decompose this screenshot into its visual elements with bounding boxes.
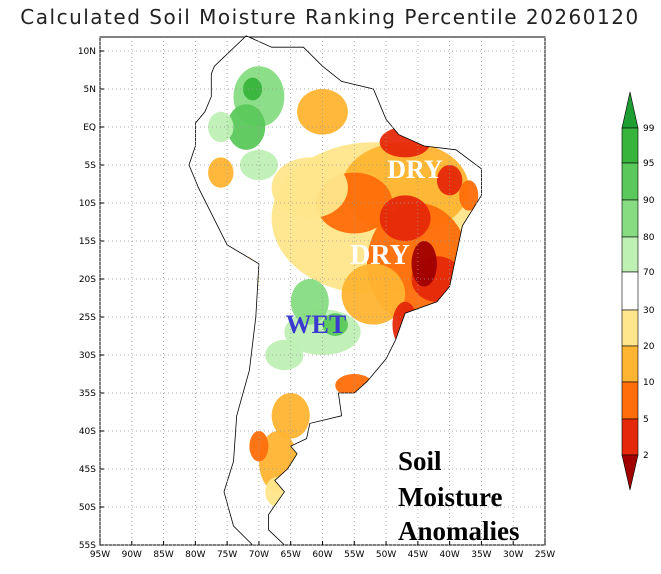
anomaly-patch bbox=[379, 195, 431, 241]
lat-label: 40S bbox=[79, 427, 96, 437]
grid: 10N5NEQ5S10S15S20S25S30S35S40S45S50S55S9… bbox=[78, 37, 555, 560]
lon-label: 55W bbox=[344, 550, 364, 560]
lat-label: 20S bbox=[79, 275, 96, 285]
lon-label: 45W bbox=[408, 550, 428, 560]
anomaly-patch bbox=[271, 393, 310, 439]
lat-label: 5S bbox=[85, 161, 97, 171]
anomaly-patch bbox=[322, 313, 348, 336]
coastline bbox=[188, 35, 482, 546]
lat-label: 10N bbox=[78, 47, 96, 57]
anomaly-patch bbox=[271, 157, 348, 219]
colorbar-cap bbox=[621, 454, 639, 491]
colorbar-label: 90 bbox=[643, 196, 655, 206]
lat-label: 35S bbox=[79, 389, 96, 399]
anomaly-patch bbox=[297, 89, 348, 135]
anomaly-patch bbox=[290, 279, 329, 325]
anomaly-patch bbox=[249, 431, 269, 462]
annotation-wet: WET bbox=[286, 310, 347, 339]
anomaly-patch bbox=[436, 165, 463, 196]
colorbar-label: 30 bbox=[643, 306, 655, 316]
anomaly-patch bbox=[411, 240, 437, 287]
colorbar: 99 95 90 80 70 30 20 10 5 2 bbox=[621, 91, 655, 491]
colorbar-label: 2 bbox=[643, 451, 649, 461]
colorbar-label: 5 bbox=[643, 415, 649, 425]
anomaly-patch bbox=[459, 180, 479, 211]
lat-label: 10S bbox=[79, 199, 96, 209]
lat-label: 5N bbox=[84, 85, 96, 95]
legend-text: Soil bbox=[398, 446, 442, 476]
colorbar-cap bbox=[621, 91, 639, 129]
colorbar-segment bbox=[621, 381, 639, 420]
annotation-dry: DRY bbox=[387, 155, 443, 184]
legend-text: Moisture bbox=[398, 482, 502, 512]
colorbar-segment bbox=[621, 162, 639, 201]
lon-label: 95W bbox=[90, 550, 110, 560]
lon-label: 90W bbox=[122, 550, 142, 560]
lat-label: EQ bbox=[83, 123, 96, 133]
lon-label: 75W bbox=[217, 550, 237, 560]
colorbar-label: 70 bbox=[643, 268, 655, 278]
colorbar-segment bbox=[621, 199, 639, 238]
colorbar-segment bbox=[621, 345, 639, 383]
lat-label: 15S bbox=[79, 237, 96, 247]
anomaly-patch bbox=[341, 263, 406, 325]
colorbar-label: 95 bbox=[643, 159, 654, 169]
lon-label: 50W bbox=[376, 550, 396, 560]
lon-label: 30W bbox=[503, 550, 523, 560]
lon-label: 80W bbox=[185, 550, 205, 560]
colorbar-segment bbox=[621, 271, 639, 311]
colorbar-label: 20 bbox=[643, 342, 655, 352]
colorbar-label: 10 bbox=[643, 378, 655, 388]
lat-label: 45S bbox=[79, 465, 96, 475]
anomaly-patch bbox=[208, 157, 234, 188]
lon-label: 85W bbox=[153, 550, 173, 560]
colorbar-segment bbox=[621, 236, 639, 273]
legend-text: Anomalies bbox=[398, 516, 520, 546]
lon-label: 40W bbox=[439, 550, 459, 560]
lon-label: 60W bbox=[312, 550, 332, 560]
lon-label: 70W bbox=[249, 550, 269, 560]
lat-label: 30S bbox=[79, 351, 96, 361]
colorbar-label: 80 bbox=[643, 233, 655, 243]
lat-label: 50S bbox=[79, 503, 96, 513]
colorbar-segment bbox=[621, 127, 639, 164]
lat-label: 55S bbox=[79, 541, 96, 551]
title: Calculated Soil Moisture Ranking Percent… bbox=[20, 5, 639, 29]
lon-label: 25W bbox=[535, 550, 555, 560]
anomaly-patch bbox=[227, 104, 266, 150]
lon-label: 65W bbox=[281, 550, 301, 560]
lon-label: 35W bbox=[471, 550, 491, 560]
colorbar-label: 99 bbox=[643, 124, 655, 134]
lat-label: 25S bbox=[79, 313, 96, 323]
colorbar-segment bbox=[621, 418, 639, 456]
annotation-dry: DRY bbox=[350, 240, 410, 271]
colorbar-segment bbox=[621, 309, 639, 347]
